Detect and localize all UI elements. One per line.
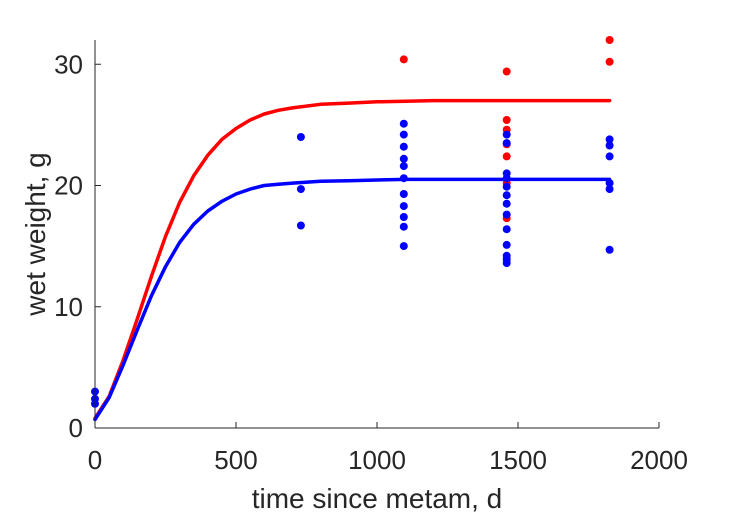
blue-data-point: [296, 185, 305, 194]
blue-data-point: [399, 162, 408, 171]
blue-data-point: [502, 225, 511, 234]
blue-data-point: [502, 139, 511, 148]
y-tick-label: 0: [69, 413, 83, 443]
blue-data-point: [502, 240, 511, 249]
x-tick-label: 2000: [630, 445, 688, 475]
red-data-point: [502, 67, 511, 76]
blue-data-point: [399, 130, 408, 139]
blue-data-point: [502, 174, 511, 183]
x-tick-label: 0: [88, 445, 102, 475]
fit-curves: [93, 98, 612, 422]
x-tick-label: 1000: [348, 445, 406, 475]
blue-data-point: [605, 152, 614, 161]
blue-data-point: [502, 199, 511, 208]
x-tick-label: 500: [214, 445, 257, 475]
red-data-point: [399, 55, 408, 64]
x-axis-label: time since metam, d: [252, 483, 503, 514]
blue-data-point: [399, 202, 408, 211]
red-data-point: [502, 116, 511, 124]
blue-data-point: [502, 210, 511, 219]
blue-data-point: [502, 259, 511, 268]
blue-data-point: [502, 130, 511, 139]
blue-fit-curve: [93, 177, 612, 422]
blue-data-point: [296, 221, 305, 230]
blue-data-point: [502, 182, 511, 191]
blue-data-point: [399, 142, 408, 151]
blue-data-point: [605, 179, 614, 188]
red-data-point: [605, 36, 614, 44]
blue-data-point: [399, 213, 408, 221]
blue-data-point: [399, 119, 408, 128]
y-tick-label: 10: [54, 292, 83, 322]
blue-data-point: [399, 154, 408, 163]
blue-data-point: [399, 222, 408, 231]
blue-data-point: [399, 190, 408, 198]
blue-data-point: [502, 191, 511, 200]
blue-data-point: [605, 141, 614, 150]
blue-data-point: [296, 133, 305, 141]
blue-data-point: [605, 135, 614, 144]
blue-data-point: [605, 245, 614, 254]
y-tick-label: 20: [54, 171, 83, 201]
y-tick-label: 30: [54, 49, 83, 79]
blue-data-point: [605, 185, 614, 194]
red-fit-curve: [93, 98, 612, 421]
red-data-point: [502, 152, 511, 161]
blue-data-point: [399, 174, 408, 183]
x-tick-label: 1500: [489, 445, 547, 475]
y-axis-label: wet weight, g: [20, 152, 51, 316]
red-data-point: [605, 57, 614, 66]
x-ticks: 0 500 1000 1500 2000: [88, 422, 688, 475]
blue-data-point: [399, 242, 408, 251]
y-ticks: 0 10 20 30: [54, 49, 101, 443]
data-points: [91, 36, 614, 408]
